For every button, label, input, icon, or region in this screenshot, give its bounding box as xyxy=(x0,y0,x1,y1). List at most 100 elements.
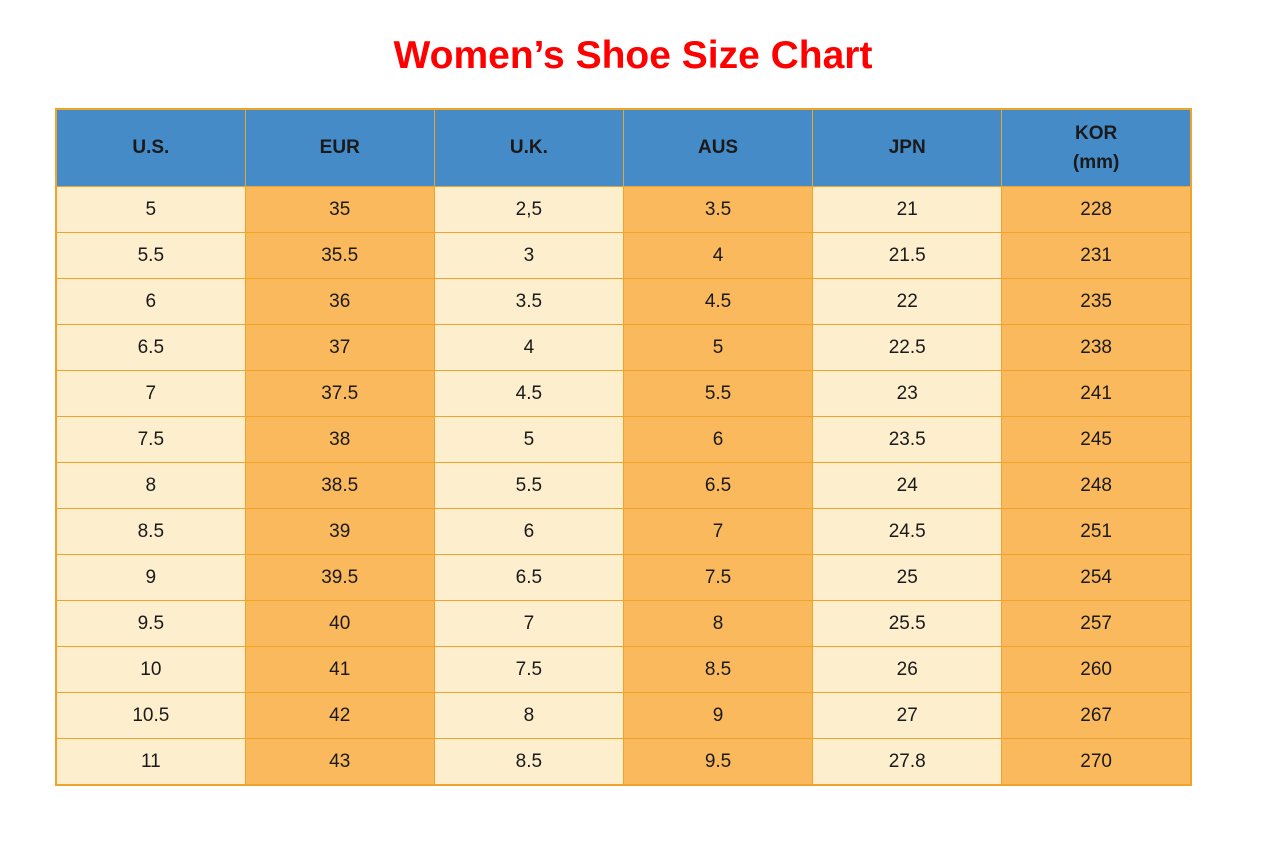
cell-u-k: 8 xyxy=(433,692,624,739)
cell-u-k: 3.5 xyxy=(433,278,624,325)
cell-u-k: 4.5 xyxy=(433,370,624,417)
cell-kor-mm: 238 xyxy=(1001,324,1192,371)
table-row: 9 39.5 6.5 7.5 25 254 xyxy=(55,554,1192,601)
cell-eur: 38 xyxy=(244,416,435,463)
cell-u-s: 7 xyxy=(55,370,246,417)
column-header-u-k: U.K. xyxy=(433,108,624,187)
column-header-jpn: JPN xyxy=(812,108,1003,187)
cell-aus: 3.5 xyxy=(622,186,814,233)
cell-u-k: 8.5 xyxy=(433,738,624,786)
cell-u-s: 6.5 xyxy=(55,324,246,371)
cell-kor-mm: 257 xyxy=(1001,600,1192,647)
cell-u-s: 10 xyxy=(55,646,246,693)
cell-jpn: 21 xyxy=(812,186,1003,233)
cell-jpn: 26 xyxy=(812,646,1003,693)
cell-jpn: 25 xyxy=(812,554,1003,601)
table-row: 5 35 2,5 3.5 21 228 xyxy=(55,186,1192,233)
cell-kor-mm: 248 xyxy=(1001,462,1192,509)
cell-u-k: 5.5 xyxy=(433,462,624,509)
table-row: 7.5 38 5 6 23.5 245 xyxy=(55,416,1192,463)
cell-eur: 39.5 xyxy=(244,554,435,601)
cell-aus: 9 xyxy=(622,692,814,739)
page-title: Women’s Shoe Size Chart xyxy=(393,34,873,77)
cell-kor-mm: 254 xyxy=(1001,554,1192,601)
cell-eur: 35 xyxy=(244,186,435,233)
table-row: 6 36 3.5 4.5 22 235 xyxy=(55,278,1192,325)
shoe-size-table: U.S. EUR U.K. AUS JPN KOR (mm) 5 35 2,5 3.5 21 228 5… xyxy=(55,108,1192,786)
cell-jpn: 22.5 xyxy=(812,324,1003,371)
cell-kor-mm: 228 xyxy=(1001,186,1192,233)
cell-aus: 5 xyxy=(622,324,814,371)
column-header-kor-mm: KOR (mm) xyxy=(1001,108,1192,187)
cell-eur: 36 xyxy=(244,278,435,325)
table-row: 7 37.5 4.5 5.5 23 241 xyxy=(55,370,1192,417)
cell-u-k: 6 xyxy=(433,508,624,555)
table-row: 10 41 7.5 8.5 26 260 xyxy=(55,646,1192,693)
cell-u-k: 4 xyxy=(433,324,624,371)
cell-u-s: 8.5 xyxy=(55,508,246,555)
table-row: U.S. EUR U.K. AUS JPN KOR (mm) xyxy=(55,108,1192,187)
cell-jpn: 24 xyxy=(812,462,1003,509)
cell-eur: 39 xyxy=(244,508,435,555)
column-header-aus: AUS xyxy=(622,108,814,187)
column-header-eur: EUR xyxy=(244,108,435,187)
column-header-u-s: U.S. xyxy=(55,108,246,187)
table-row: 8 38.5 5.5 6.5 24 248 xyxy=(55,462,1192,509)
cell-eur: 41 xyxy=(244,646,435,693)
cell-eur: 37 xyxy=(244,324,435,371)
cell-jpn: 25.5 xyxy=(812,600,1003,647)
cell-u-s: 11 xyxy=(55,738,246,786)
cell-jpn: 21.5 xyxy=(812,232,1003,279)
cell-aus: 5.5 xyxy=(622,370,814,417)
table-row: 5.5 35.5 3 4 21.5 231 xyxy=(55,232,1192,279)
cell-eur: 38.5 xyxy=(244,462,435,509)
cell-jpn: 23.5 xyxy=(812,416,1003,463)
cell-aus: 6 xyxy=(622,416,814,463)
cell-jpn: 22 xyxy=(812,278,1003,325)
table-row: 8.5 39 6 7 24.5 251 xyxy=(55,508,1192,555)
cell-u-k: 5 xyxy=(433,416,624,463)
cell-u-s: 5.5 xyxy=(55,232,246,279)
cell-u-k: 7 xyxy=(433,600,624,647)
cell-kor-mm: 245 xyxy=(1001,416,1192,463)
cell-kor-mm: 231 xyxy=(1001,232,1192,279)
cell-u-s: 10.5 xyxy=(55,692,246,739)
table-row: 11 43 8.5 9.5 27.8 270 xyxy=(55,738,1192,786)
cell-aus: 8.5 xyxy=(622,646,814,693)
cell-aus: 7.5 xyxy=(622,554,814,601)
cell-u-s: 6 xyxy=(55,278,246,325)
cell-kor-mm: 270 xyxy=(1001,738,1192,786)
table-header-row: U.S. EUR U.K. AUS JPN KOR (mm) xyxy=(55,108,1192,187)
cell-aus: 6.5 xyxy=(622,462,814,509)
cell-eur: 35.5 xyxy=(244,232,435,279)
cell-u-k: 6.5 xyxy=(433,554,624,601)
cell-aus: 8 xyxy=(622,600,814,647)
cell-kor-mm: 241 xyxy=(1001,370,1192,417)
cell-eur: 37.5 xyxy=(244,370,435,417)
cell-jpn: 23 xyxy=(812,370,1003,417)
cell-kor-mm: 251 xyxy=(1001,508,1192,555)
cell-aus: 4 xyxy=(622,232,814,279)
cell-u-k: 2,5 xyxy=(433,186,624,233)
cell-aus: 4.5 xyxy=(622,278,814,325)
cell-eur: 42 xyxy=(244,692,435,739)
table-body: 5 35 2,5 3.5 21 228 5.5 35.5 3 4 21.5 231 6 36 3.5 4.5 2… xyxy=(55,186,1192,786)
table-row: 6.5 37 4 5 22.5 238 xyxy=(55,324,1192,371)
cell-jpn: 27 xyxy=(812,692,1003,739)
cell-u-s: 9.5 xyxy=(55,600,246,647)
table-row: 9.5 40 7 8 25.5 257 xyxy=(55,600,1192,647)
table-row: 10.5 42 8 9 27 267 xyxy=(55,692,1192,739)
cell-u-s: 8 xyxy=(55,462,246,509)
cell-u-s: 9 xyxy=(55,554,246,601)
cell-eur: 40 xyxy=(244,600,435,647)
cell-u-s: 5 xyxy=(55,186,246,233)
cell-eur: 43 xyxy=(244,738,435,786)
cell-kor-mm: 260 xyxy=(1001,646,1192,693)
cell-aus: 9.5 xyxy=(622,738,814,786)
cell-aus: 7 xyxy=(622,508,814,555)
cell-jpn: 24.5 xyxy=(812,508,1003,555)
cell-kor-mm: 235 xyxy=(1001,278,1192,325)
cell-u-k: 3 xyxy=(433,232,624,279)
cell-u-k: 7.5 xyxy=(433,646,624,693)
